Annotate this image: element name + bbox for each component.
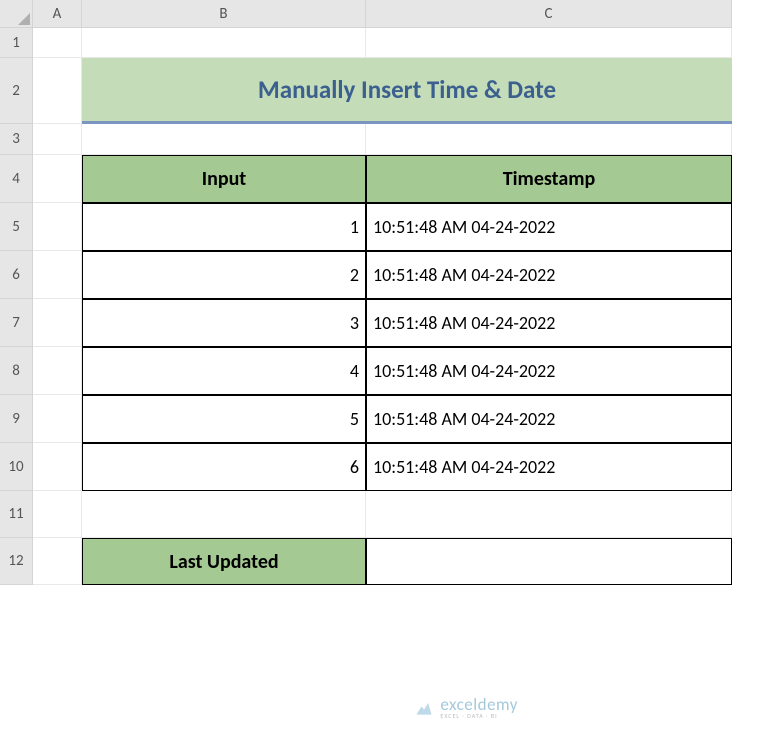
row-header-10[interactable]: 10	[0, 443, 33, 491]
table-row[interactable]: 10:51:48 AM 04-24-2022	[366, 347, 732, 395]
cell-A5[interactable]	[33, 203, 82, 251]
exceldemy-logo-icon	[414, 698, 434, 718]
watermark-tag: EXCEL · DATA · BI	[440, 713, 518, 719]
table-row[interactable]: 10:51:48 AM 04-24-2022	[366, 203, 732, 251]
row-header-11[interactable]: 11	[0, 491, 33, 538]
row-header-12[interactable]: 12	[0, 538, 33, 585]
last-updated-value[interactable]	[366, 538, 732, 585]
cell-C11[interactable]	[366, 491, 732, 538]
cell-A7[interactable]	[33, 299, 82, 347]
cell-A11[interactable]	[33, 491, 82, 538]
table-row[interactable]: 10:51:48 AM 04-24-2022	[366, 299, 732, 347]
cell-B1[interactable]	[82, 28, 366, 58]
col-header-B[interactable]: B	[82, 0, 366, 28]
col-header-A[interactable]: A	[33, 0, 82, 28]
cell-B11[interactable]	[82, 491, 366, 538]
table-row[interactable]: 6	[82, 443, 366, 491]
watermark-brand: exceldemy	[440, 696, 518, 713]
row-header-6[interactable]: 6	[0, 251, 33, 299]
table-row[interactable]: 10:51:48 AM 04-24-2022	[366, 443, 732, 491]
row-header-4[interactable]: 4	[0, 155, 33, 203]
cell-A8[interactable]	[33, 347, 82, 395]
table-header-input[interactable]: Input	[82, 155, 366, 203]
row-header-9[interactable]: 9	[0, 395, 33, 443]
cell-A4[interactable]	[33, 155, 82, 203]
cell-A3[interactable]	[33, 124, 82, 155]
cell-A6[interactable]	[33, 251, 82, 299]
cell-A12[interactable]	[33, 538, 82, 585]
select-all-corner[interactable]	[0, 0, 33, 28]
spreadsheet-grid: A B C 1 2 3 4 5 6 7 8 9 10 11 12 Manuall…	[0, 0, 768, 585]
col-header-C[interactable]: C	[366, 0, 732, 28]
table-header-timestamp[interactable]: Timestamp	[366, 155, 732, 203]
last-updated-label[interactable]: Last Updated	[82, 538, 366, 585]
row-header-8[interactable]: 8	[0, 347, 33, 395]
cell-B3[interactable]	[82, 124, 366, 155]
table-row[interactable]: 3	[82, 299, 366, 347]
table-row[interactable]: 4	[82, 347, 366, 395]
page-title[interactable]: Manually Insert Time & Date	[82, 58, 732, 124]
table-row[interactable]: 1	[82, 203, 366, 251]
cell-A10[interactable]	[33, 443, 82, 491]
row-header-1[interactable]: 1	[0, 28, 33, 58]
table-row[interactable]: 10:51:48 AM 04-24-2022	[366, 395, 732, 443]
table-row[interactable]: 2	[82, 251, 366, 299]
row-header-2[interactable]: 2	[0, 58, 33, 124]
row-header-7[interactable]: 7	[0, 299, 33, 347]
row-header-5[interactable]: 5	[0, 203, 33, 251]
table-row[interactable]: 10:51:48 AM 04-24-2022	[366, 251, 732, 299]
row-header-3[interactable]: 3	[0, 124, 33, 155]
table-row[interactable]: 5	[82, 395, 366, 443]
cell-A9[interactable]	[33, 395, 82, 443]
cell-C1[interactable]	[366, 28, 732, 58]
cell-C3[interactable]	[366, 124, 732, 155]
cell-A1[interactable]	[33, 28, 82, 58]
cell-A2[interactable]	[33, 58, 82, 124]
watermark: exceldemy EXCEL · DATA · BI	[414, 696, 518, 719]
